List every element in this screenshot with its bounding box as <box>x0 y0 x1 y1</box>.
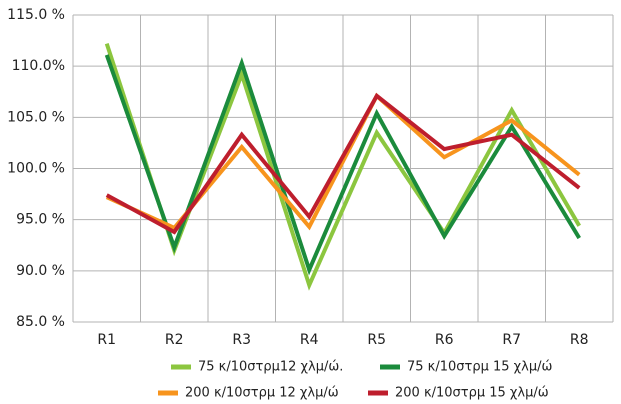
y-tick-label: 105.0 % <box>7 109 65 125</box>
legend-label: 200 κ/10στρμ 15 χλμ/ώ <box>395 386 549 401</box>
x-tick-label: R5 <box>367 332 386 348</box>
legend-label: 75 κ/10στρμ12 χλμ/ώ. <box>198 360 343 375</box>
x-tick-label: R8 <box>570 332 589 348</box>
y-tick-label: 115.0 % <box>7 7 65 23</box>
y-tick-label: 85.0 % <box>16 314 65 330</box>
y-tick-label: 95.0 % <box>16 212 65 228</box>
x-tick-label: R2 <box>165 332 184 348</box>
x-tick-label: R1 <box>97 332 116 348</box>
x-tick-label: R4 <box>300 332 319 348</box>
legend-label: 200 κ/10στρμ 12 χλμ/ώ <box>185 386 339 401</box>
y-tick-label: 100.0 % <box>7 161 65 177</box>
series-line <box>105 92 581 235</box>
y-tick-label: 110.0% <box>12 58 65 74</box>
y-tick-label: 90.0 % <box>16 263 65 279</box>
x-tick-label: R7 <box>502 332 521 348</box>
x-tick-label: R3 <box>232 332 251 348</box>
legend-label: 75 κ/10στρμ 15 χλμ/ώ <box>407 360 552 375</box>
x-tick-label: R6 <box>435 332 454 348</box>
